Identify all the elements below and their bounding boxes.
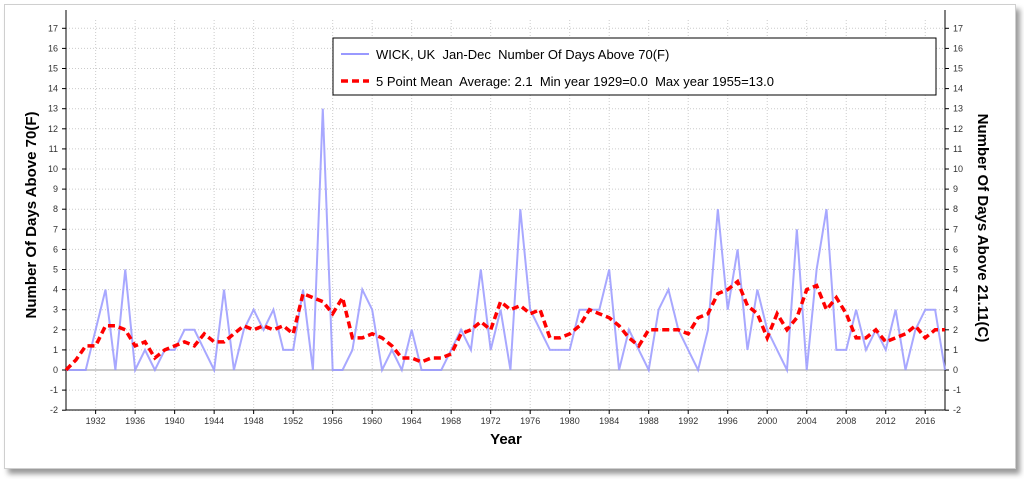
x-tick-label: 1944 <box>204 416 224 426</box>
y-tick-label-right: 16 <box>953 43 963 53</box>
y-tick-label-right: 1 <box>953 345 958 355</box>
x-tick-label: 2012 <box>876 416 896 426</box>
y-tick-label: 4 <box>53 285 58 295</box>
y-tick-label-right: 7 <box>953 224 958 234</box>
y-tick-label: 14 <box>48 84 58 94</box>
x-tick-label: 1992 <box>678 416 698 426</box>
y-tick-label-right: 11 <box>953 144 962 154</box>
y-tick-label: 12 <box>48 124 58 134</box>
y-tick-label-right: 17 <box>953 23 963 33</box>
y-tick-label: -2 <box>50 405 58 415</box>
y-tick-label-right: 5 <box>953 265 958 275</box>
x-tick-label: 1980 <box>560 416 580 426</box>
x-tick-label: 1960 <box>362 416 382 426</box>
y-tick-label-right: 6 <box>953 244 958 254</box>
y-tick-label: 8 <box>53 204 58 214</box>
y-tick-label: 16 <box>48 43 58 53</box>
y-tick-label-right: 10 <box>953 164 963 174</box>
y-tick-label: 1 <box>53 345 58 355</box>
y-tick-label: 10 <box>48 164 58 174</box>
legend: WICK, UK Jan-Dec Number Of Days Above 70… <box>332 37 937 96</box>
y-tick-label: 6 <box>53 244 58 254</box>
x-tick-label: 2000 <box>757 416 777 426</box>
legend-label-raw: WICK, UK Jan-Dec Number Of Days Above 70… <box>376 47 669 62</box>
x-tick-label: 1964 <box>402 416 422 426</box>
x-tick-label: 1976 <box>520 416 540 426</box>
x-tick-label: 1948 <box>244 416 264 426</box>
y-tick-label-right: 14 <box>953 84 963 94</box>
y-tick-label: 13 <box>48 104 58 114</box>
series-line-mean <box>64 278 945 372</box>
x-tick-label: 1984 <box>599 416 619 426</box>
y-tick-label-right: 0 <box>953 365 958 375</box>
x-axis-label: Year <box>490 431 522 448</box>
y-axis-label: Number Of Days Above 70(F) <box>23 112 40 319</box>
y-tick-label-right: 4 <box>953 285 958 295</box>
y-tick-label: 0 <box>53 365 58 375</box>
y-tick-label-right: -2 <box>953 405 961 415</box>
x-tick-label: 1940 <box>165 416 185 426</box>
y-tick-label-right: 2 <box>953 325 958 335</box>
y-tick-label-right: 3 <box>953 305 958 315</box>
x-tick-label: 2016 <box>915 416 935 426</box>
x-tick-label: 1996 <box>718 416 738 426</box>
y-tick-label-right: 13 <box>953 104 963 114</box>
x-tick-label: 1988 <box>639 416 659 426</box>
y-tick-label: -1 <box>50 385 58 395</box>
x-tick-label: 1972 <box>481 416 501 426</box>
series-line-raw <box>66 108 946 374</box>
x-tick-label: 2008 <box>836 416 856 426</box>
y-tick-label: 11 <box>49 144 58 154</box>
x-tick-label: 1936 <box>125 416 145 426</box>
y-tick-label: 2 <box>53 325 58 335</box>
x-tick-label: 1956 <box>323 416 343 426</box>
y-tick-label: 9 <box>53 184 58 194</box>
y-tick-label: 17 <box>48 23 58 33</box>
x-tick-label: 1932 <box>86 416 106 426</box>
y-tick-label: 15 <box>48 64 58 74</box>
x-tick-label: 1952 <box>283 416 303 426</box>
y-tick-label-right: 12 <box>953 124 963 134</box>
y-tick-label: 5 <box>53 265 58 275</box>
legend-label-mean: 5 Point Mean Average: 2.1 Min year 1929=… <box>376 74 774 89</box>
y-tick-label-right: 15 <box>953 64 963 74</box>
x-tick-label: 2004 <box>797 416 817 426</box>
y-tick-label-right: 8 <box>953 204 958 214</box>
y-axis-label-right: Number Of Days Above 21.11(C) <box>974 114 991 343</box>
y-tick-label: 7 <box>53 224 58 234</box>
y-tick-label: 3 <box>53 305 58 315</box>
x-tick-label: 1968 <box>441 416 461 426</box>
y-tick-label-right: 9 <box>953 184 958 194</box>
y-tick-label-right: -1 <box>953 385 961 395</box>
